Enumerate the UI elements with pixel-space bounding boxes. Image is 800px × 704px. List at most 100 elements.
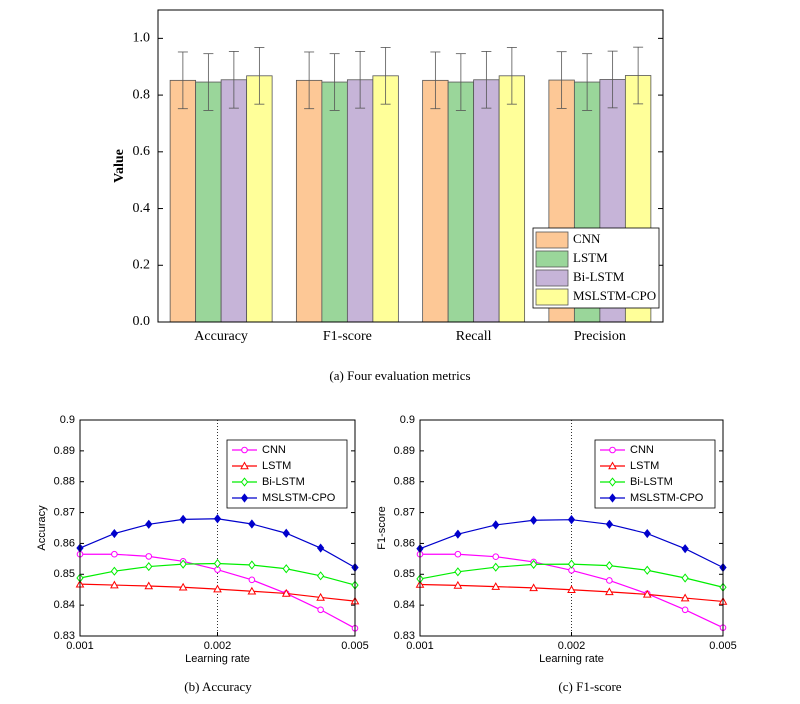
bar [321, 81, 348, 323]
marker [454, 567, 462, 577]
plot-frame [79, 419, 356, 637]
legend-swatch [535, 269, 569, 287]
marker [605, 587, 614, 596]
marker [240, 477, 249, 487]
y-tick-label: 0.89 [54, 445, 75, 457]
legend-label: LSTM [630, 460, 659, 472]
error-bar [304, 51, 315, 110]
y-tick-label: 0.83 [54, 630, 75, 642]
marker [529, 559, 538, 570]
bar [246, 75, 273, 323]
error-bar [228, 51, 239, 109]
marker [316, 543, 325, 553]
plot-frame [419, 419, 724, 637]
plot-frame [157, 9, 664, 323]
marker [282, 528, 290, 538]
marker [111, 550, 118, 558]
error-bar [380, 47, 391, 105]
x-axis-label: Learning rate [185, 653, 250, 665]
bar [295, 79, 323, 323]
marker [248, 560, 256, 570]
marker [606, 577, 613, 584]
x-axis-label: Learning rate [539, 653, 604, 665]
caption: (a) Four evaluation metrics [329, 368, 470, 383]
y-tick-label: 0.84 [54, 599, 75, 611]
bar [195, 81, 222, 323]
x-tick-label: Accuracy [194, 329, 248, 344]
legend-label: Bi-LSTM [262, 476, 305, 488]
marker [110, 566, 119, 576]
legend-label: LSTM [573, 250, 608, 265]
y-tick-label: 1.0 [133, 31, 151, 46]
marker [608, 477, 617, 487]
marker [567, 559, 576, 569]
chart: 0.83 0.84 0.85 0.86 0.87 0.88 0.89 0.9 0.001 0.00… [376, 414, 737, 694]
x-tick-label: 0.001 [406, 640, 434, 652]
legend-swatch [535, 231, 569, 249]
error-bar [455, 53, 466, 111]
x-tick-label: 0.005 [709, 640, 737, 652]
error-bar [506, 47, 517, 105]
x-tick-label: 0.002 [558, 640, 586, 652]
marker [643, 565, 651, 575]
error-bar [203, 53, 214, 111]
caption: (b) Accuracy [184, 679, 252, 694]
marker [110, 580, 119, 589]
marker [316, 571, 325, 581]
marker [145, 519, 153, 529]
marker [492, 553, 500, 560]
marker [529, 515, 538, 525]
error-bar [633, 46, 644, 105]
marker [248, 576, 256, 584]
y-tick-label: 0.9 [400, 414, 415, 426]
marker [110, 528, 119, 539]
error-bar [481, 51, 492, 109]
marker [144, 581, 154, 590]
y-tick-label: 0.2 [133, 257, 151, 272]
x-tick-label: Recall [456, 329, 492, 344]
chart: 0.83 0.84 0.85 0.86 0.87 0.88 0.89 0.9 0.001 0.00… [36, 414, 369, 694]
y-tick-label: 0.89 [394, 445, 415, 457]
y-tick-label: 0.85 [54, 568, 75, 580]
marker [492, 520, 500, 530]
marker [567, 515, 576, 525]
marker [491, 582, 501, 590]
bar [422, 79, 449, 323]
bar [220, 79, 248, 323]
marker [605, 519, 614, 529]
legend-label: MSLSTM-CPO [630, 492, 704, 504]
y-tick-label: 0.4 [133, 201, 151, 216]
marker [609, 446, 616, 454]
marker [178, 582, 188, 591]
y-tick-label: 0.8 [133, 87, 151, 102]
error-bar [355, 51, 366, 109]
bar [473, 79, 500, 323]
marker [240, 461, 249, 470]
bar [169, 79, 197, 323]
marker [643, 528, 651, 539]
x-tick-label: Precision [574, 329, 626, 344]
x-tick-label: 0.002 [204, 640, 232, 652]
bar [346, 79, 374, 323]
marker [248, 519, 256, 529]
marker [681, 606, 689, 614]
marker [681, 544, 689, 554]
marker [642, 589, 652, 598]
error-bar [177, 51, 188, 110]
y-axis-label: F1-score [376, 506, 388, 549]
marker [680, 593, 690, 602]
marker [145, 553, 153, 560]
marker [454, 529, 462, 539]
y-axis-label: Value [112, 149, 127, 183]
marker [240, 493, 249, 503]
y-tick-label: 0.86 [394, 537, 415, 549]
legend-label: Bi-LSTM [573, 269, 625, 284]
y-tick-label: 0.88 [54, 476, 75, 488]
legend-swatch [535, 288, 569, 306]
y-tick-label: 0.87 [394, 506, 415, 518]
x-tick-label: 0.005 [341, 640, 369, 652]
marker [608, 461, 617, 470]
y-tick-label: 0.9 [60, 414, 75, 426]
marker [145, 561, 153, 572]
